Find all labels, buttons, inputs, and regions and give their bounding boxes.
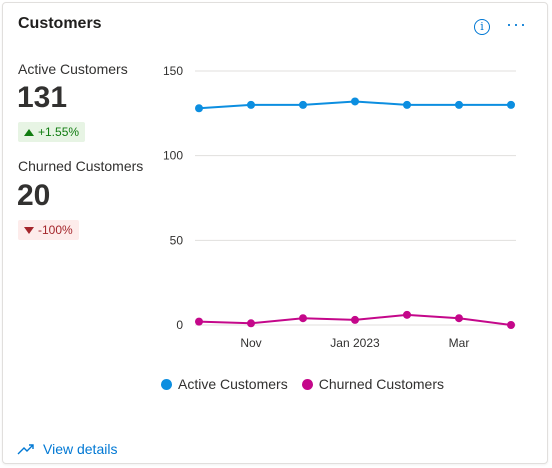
active-customers-label: Active Customers [18, 61, 128, 77]
active-customers-change-badge: +1.55% [18, 122, 86, 142]
data-point-churned[interactable] [195, 317, 203, 326]
data-point-churned[interactable] [299, 314, 307, 323]
data-point-churned[interactable] [455, 314, 463, 323]
triangle-down-icon [24, 226, 34, 234]
churned-customers-value: 20 [17, 179, 51, 212]
data-point-active[interactable] [403, 100, 411, 109]
legend-label-churned: Churned Customers [318, 376, 444, 392]
data-point-churned[interactable] [507, 321, 515, 329]
data-point-active[interactable] [299, 100, 307, 109]
active-customers-value: 131 [17, 81, 68, 114]
x-tick-label: Mar [449, 336, 470, 350]
legend-label-active: Active Customers [178, 376, 288, 392]
y-tick-label: 0 [176, 318, 183, 332]
view-details-label: View details [43, 441, 118, 457]
data-point-active[interactable] [351, 97, 359, 106]
data-point-active[interactable] [507, 100, 515, 109]
info-icon[interactable]: i [474, 19, 490, 35]
data-point-churned[interactable] [247, 319, 255, 328]
churned-customers-change: -100% [38, 223, 73, 237]
data-point-active[interactable] [455, 100, 463, 109]
more-options-icon[interactable]: ··· [506, 14, 527, 34]
legend-item-active[interactable]: Active Customers [161, 376, 288, 392]
churned-customers-change-badge: -100% [18, 220, 79, 240]
chart-legend: Active Customers Churned Customers [161, 376, 444, 392]
y-tick-label: 50 [170, 233, 184, 247]
data-point-churned[interactable] [403, 310, 411, 319]
legend-dot-churned [301, 378, 313, 390]
trend-arrow-icon [17, 444, 34, 455]
triangle-up-icon [24, 128, 34, 136]
active-customers-change: +1.55% [38, 125, 80, 139]
legend-dot-active [161, 378, 172, 390]
customers-card: Customers i ··· Active Customers 131 +1.… [2, 2, 548, 464]
legend-item-churned[interactable]: Churned Customers [301, 376, 444, 392]
data-point-active[interactable] [195, 104, 203, 113]
card-title: Customers [18, 15, 102, 32]
churned-customers-label: Churned Customers [18, 158, 144, 174]
y-tick-label: 150 [163, 64, 183, 78]
view-details-link[interactable]: View details [17, 441, 117, 457]
y-tick-label: 100 [163, 149, 183, 163]
data-point-active[interactable] [247, 100, 255, 109]
x-tick-label: Nov [240, 336, 261, 350]
data-point-churned[interactable] [351, 315, 359, 324]
x-tick-label: Jan 2023 [330, 336, 380, 350]
